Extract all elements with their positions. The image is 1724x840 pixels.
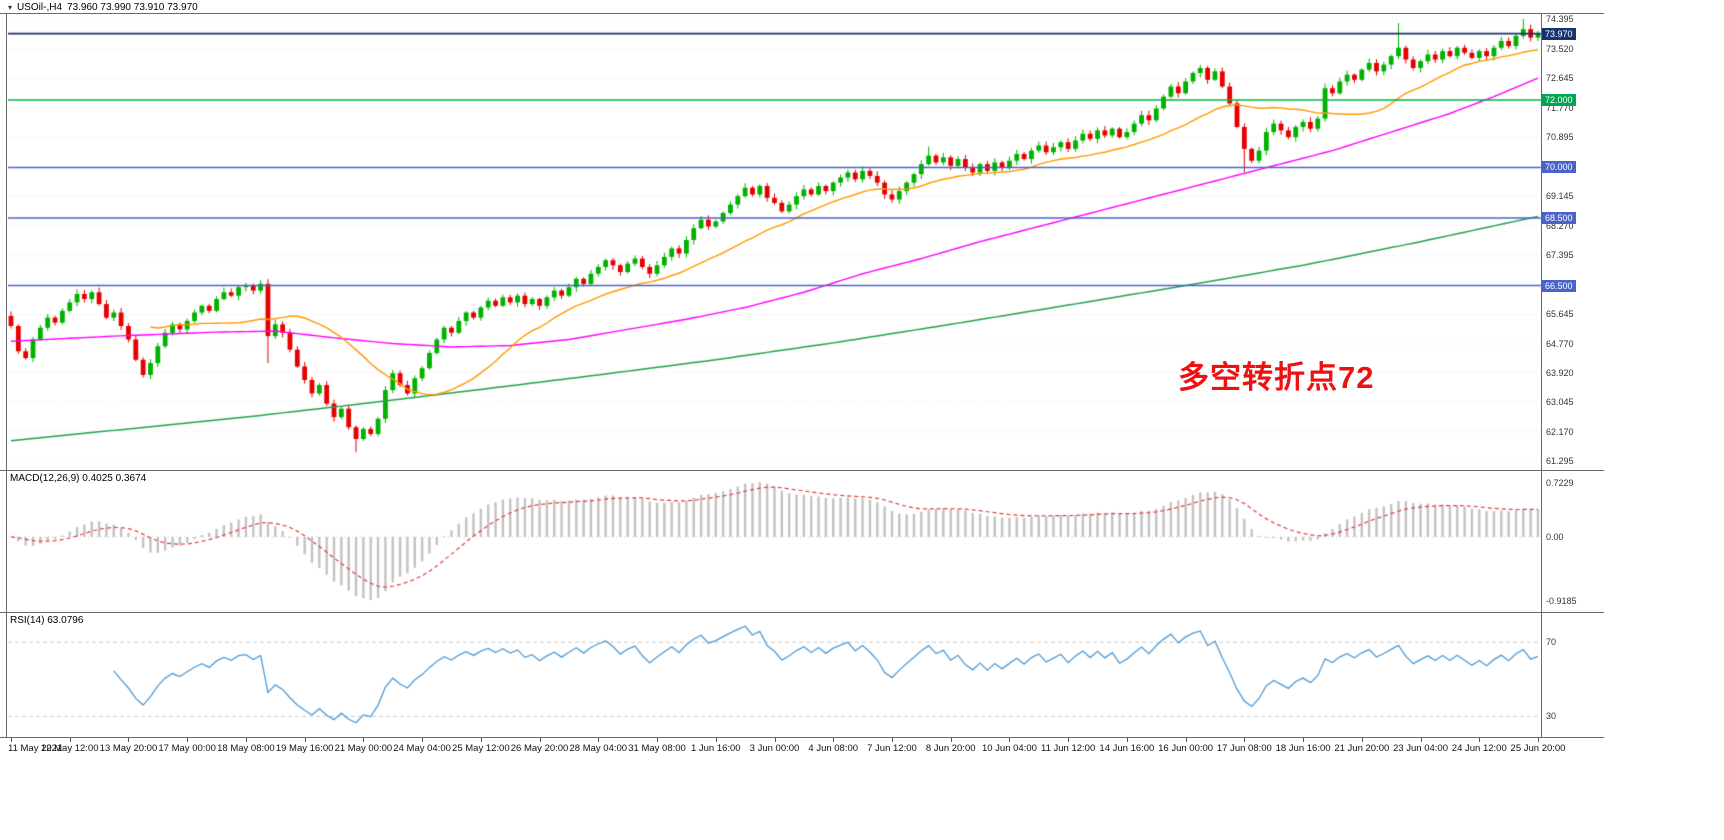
- price-tick-label: 69.145: [1546, 191, 1574, 202]
- time-tick: [480, 738, 482, 742]
- panel-separator-main-macd[interactable]: [0, 470, 1604, 471]
- time-axis-label: 24 Jun 12:00: [1451, 743, 1507, 754]
- time-axis-label: 17 Jun 08:00: [1216, 743, 1272, 754]
- price-tick-label: 63.045: [1546, 397, 1574, 408]
- price-tick-label: 62.170: [1546, 426, 1574, 437]
- time-axis-label: 31 May 08:00: [628, 743, 686, 754]
- time-tick: [950, 738, 952, 742]
- rsi-indicator-label: RSI(14) 63.0796: [10, 615, 84, 626]
- macd-axis-max-label: 0.7229: [1546, 478, 1574, 488]
- time-axis-label: 17 May 00:00: [158, 743, 216, 754]
- price-level-label: 70.000: [1542, 161, 1576, 174]
- price-axis-divider: [1541, 13, 1542, 737]
- time-axis-label: 18 Jun 16:00: [1275, 743, 1331, 754]
- time-axis-label: 13 May 20:00: [99, 743, 158, 754]
- chart-symbol-timeframe: USOil-,H4: [17, 2, 63, 13]
- chart-frame-left: [6, 13, 7, 737]
- time-tick: [69, 738, 71, 742]
- time-axis-label: 21 May 00:00: [334, 743, 393, 754]
- time-tick: [363, 738, 365, 742]
- rsi-canvas[interactable]: [0, 612, 1604, 737]
- time-tick: [1009, 738, 1011, 742]
- price-tick-label: 64.770: [1546, 338, 1574, 349]
- macd-axis-zero-label: 0.00: [1546, 531, 1564, 542]
- time-axis-label: 24 May 04:00: [393, 743, 451, 754]
- time-tick: [304, 738, 306, 742]
- time-axis-label: 3 Jun 00:00: [749, 743, 800, 754]
- time-axis-label: 25 Jun 20:00: [1510, 743, 1566, 754]
- time-axis-label: 12 May 12:00: [40, 743, 99, 754]
- price-tick-label: 72.645: [1546, 73, 1574, 84]
- time-tick: [833, 738, 835, 742]
- time-tick: [774, 738, 776, 742]
- time-axis-label: 28 May 04:00: [569, 743, 628, 754]
- time-tick: [128, 738, 130, 742]
- annotation-text[interactable]: 多空转折点72: [1178, 360, 1375, 395]
- rsi-level-30-label: 30: [1546, 711, 1557, 722]
- time-axis-label: 7 Jun 12:00: [867, 743, 917, 754]
- price-tick-label: 67.395: [1546, 250, 1574, 261]
- time-tick: [539, 738, 541, 742]
- price-level-label: 66.500: [1542, 279, 1576, 292]
- time-tick: [1303, 738, 1305, 742]
- time-axis-label: 19 May 16:00: [275, 743, 334, 754]
- price-level-label: 73.970: [1542, 27, 1576, 40]
- time-axis-label: 11 May 2021: [8, 743, 63, 754]
- time-tick: [715, 738, 717, 742]
- time-tick: [1126, 738, 1128, 742]
- price-tick-label: 63.920: [1546, 367, 1574, 378]
- time-tick: [598, 738, 600, 742]
- time-tick: [1479, 738, 1481, 742]
- time-tick: [11, 738, 12, 742]
- time-axis-label: 1 Jun 16:00: [690, 743, 741, 754]
- time-axis-label: 16 Jun 00:00: [1158, 743, 1214, 754]
- time-tick: [1361, 738, 1363, 742]
- macd-axis-min-label: -0.9185: [1546, 596, 1577, 606]
- macd-canvas[interactable]: [0, 470, 1604, 612]
- time-tick: [1068, 738, 1070, 742]
- time-axis-label: 14 Jun 16:00: [1099, 743, 1155, 754]
- time-tick: [1185, 738, 1187, 742]
- time-axis-label: 8 Jun 20:00: [925, 743, 976, 754]
- price-tick-label: 68.270: [1546, 220, 1574, 231]
- price-tick-label: 65.645: [1546, 309, 1574, 320]
- time-axis-label: 18 May 08:00: [217, 743, 275, 754]
- chart-ohlc-values: 73.960 73.990 73.910 73.970: [67, 2, 198, 13]
- time-tick: [891, 738, 893, 742]
- time-tick: [187, 738, 189, 742]
- chart-marker-icon[interactable]: ▾: [8, 2, 13, 12]
- time-axis-label: 26 May 20:00: [510, 743, 569, 754]
- time-tick: [1420, 738, 1422, 742]
- time-tick: [245, 738, 247, 742]
- price-tick-label: 70.895: [1546, 132, 1574, 143]
- price-level-label: 72.000: [1542, 94, 1576, 106]
- price-tick-label: 73.520: [1546, 43, 1574, 54]
- price-level-label: 68.500: [1542, 212, 1576, 225]
- time-axis-label: 10 Jun 04:00: [981, 743, 1037, 754]
- price-tick-label: 71.770: [1546, 102, 1574, 113]
- chart-title: ▾ USOil-,H4 73.960 73.990 73.910 73.970: [8, 2, 198, 13]
- time-tick: [1538, 738, 1539, 742]
- panel-separator-macd-rsi[interactable]: [0, 612, 1604, 613]
- price-tick-label: 61.295: [1546, 456, 1574, 467]
- time-tick: [657, 738, 659, 742]
- macd-indicator-label: MACD(12,26,9) 0.4025 0.3674: [10, 473, 147, 484]
- chart-frame-top: [0, 13, 1604, 14]
- price-chart-canvas[interactable]: [0, 0, 1604, 470]
- time-tick: [1244, 738, 1246, 742]
- time-axis-label: 23 Jun 04:00: [1393, 743, 1448, 754]
- rsi-level-70-label: 70: [1546, 637, 1557, 648]
- time-axis-label: 21 Jun 20:00: [1334, 743, 1390, 754]
- time-tick: [422, 738, 424, 742]
- time-axis-label: 4 Jun 08:00: [808, 743, 859, 754]
- time-axis-label: 25 May 12:00: [452, 743, 510, 754]
- price-tick-label: 74.395: [1546, 14, 1574, 25]
- panel-separator-rsi-timeaxis: [0, 737, 1604, 738]
- time-axis-label: 11 Jun 12:00: [1041, 743, 1096, 754]
